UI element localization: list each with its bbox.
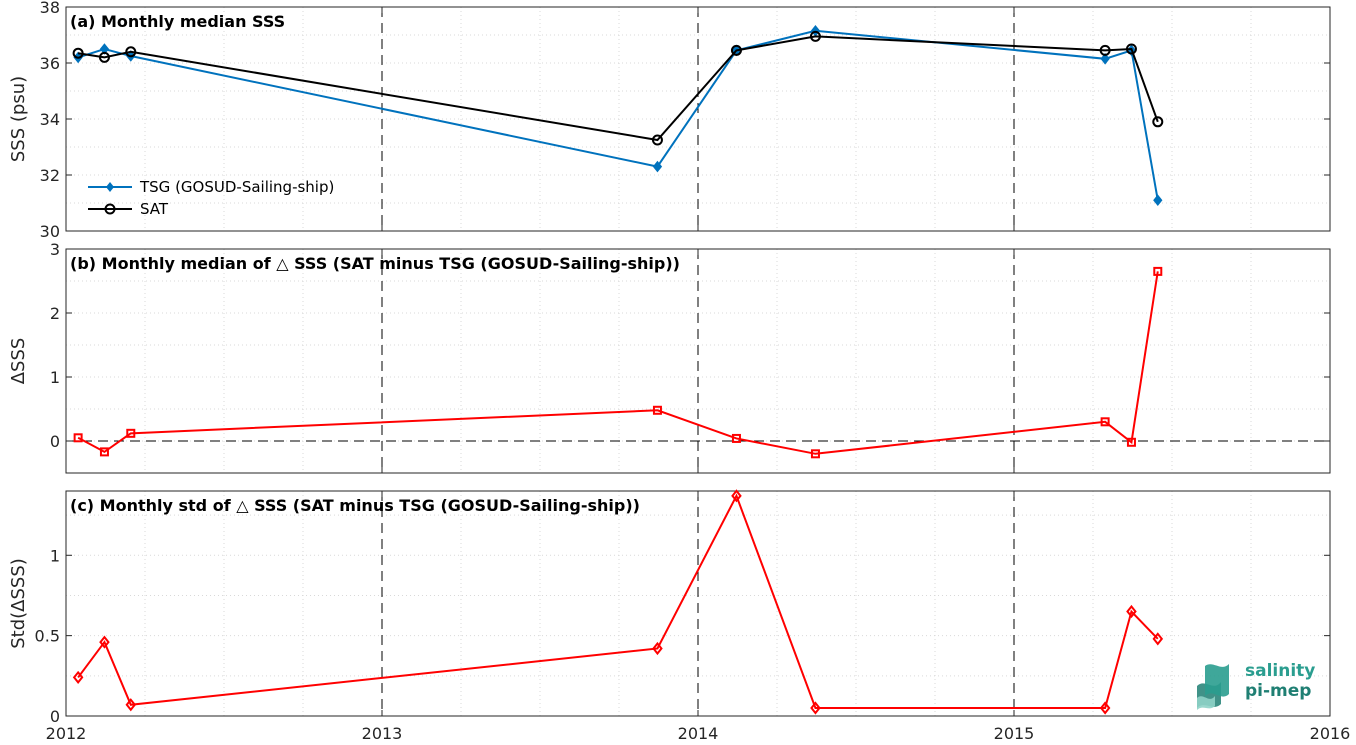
year-lines — [381, 7, 1015, 231]
y-axis-label: SSS (psu) — [8, 76, 29, 162]
data-point — [99, 43, 110, 55]
data-point — [1153, 266, 1163, 276]
logo-text-line1: salinity — [1245, 661, 1315, 681]
data-point — [1152, 116, 1164, 128]
x-tick-label: 2014 — [678, 724, 719, 743]
data-point — [810, 449, 820, 459]
x-tick-label: 2016 — [1310, 724, 1351, 743]
data-point — [652, 641, 663, 656]
data-point — [652, 160, 663, 173]
data-point — [125, 46, 137, 58]
legend-entry: TSG (GOSUD-Sailing-ship) — [139, 178, 334, 196]
year-lines — [381, 249, 1015, 473]
y-tick-label: 0 — [50, 432, 60, 451]
series-line — [77, 271, 1159, 455]
panel-b: 0 1 2 3 ΔSSS (b) Monthly median of △ SSS (SAT… — [8, 240, 1331, 474]
data-point — [731, 489, 742, 503]
y-tick-label: 3 — [50, 240, 60, 259]
data-point — [1153, 194, 1163, 207]
data-point — [1099, 44, 1111, 56]
data-point — [1099, 701, 1111, 715]
year-lines — [381, 491, 1015, 716]
panel-c: 0 0.5 1 Std(ΔSSS) (c) Monthly std of △ SSS (… — [8, 489, 1331, 726]
data-point — [1125, 43, 1137, 55]
data-point — [72, 670, 84, 685]
y-tick-label: 32 — [40, 166, 60, 185]
data-point — [125, 698, 137, 712]
series-c-0 — [72, 489, 1164, 715]
y-axis-label: ΔSSS — [8, 338, 29, 385]
data-point — [72, 47, 84, 59]
data-point — [1100, 417, 1110, 427]
y-tick-label: 1 — [50, 368, 60, 387]
y-tick-label: 30 — [40, 222, 60, 241]
data-point — [126, 428, 136, 438]
y-tick-label: 36 — [40, 54, 60, 73]
x-axis-tick-labels: 2012 2013 2014 2015 2016 — [46, 724, 1351, 743]
panel-a: 30 32 34 36 38 SSS (psu) (a) Monthly median SS… — [8, 0, 1331, 241]
y-axis-label: Std(ΔSSS) — [8, 558, 29, 649]
x-tick-label: 2015 — [994, 724, 1035, 743]
data-point — [98, 51, 110, 63]
salinity-pi-mep-logo: salinity pi-mep — [1197, 661, 1315, 710]
panel-title: (c) Monthly std of △ SSS (SAT minus TSG … — [70, 496, 640, 515]
data-point — [1152, 632, 1164, 646]
x-tick-label: 2012 — [46, 724, 87, 743]
data-point — [731, 433, 741, 443]
logo-text-line2: pi-mep — [1245, 681, 1311, 701]
panel-title: (b) Monthly median of △ SSS (SAT minus T… — [70, 254, 680, 273]
series-line — [77, 35, 1159, 142]
data-point — [809, 30, 821, 42]
data-point — [1126, 604, 1137, 619]
data-point — [99, 447, 109, 457]
y-tick-label: 34 — [40, 110, 60, 129]
series-b-0 — [73, 266, 1163, 459]
series-sat — [72, 30, 1164, 146]
panel-title: (a) Monthly median SSS — [70, 12, 285, 31]
legend: TSG (GOSUD-Sailing-ship) SAT — [88, 178, 334, 218]
data-point — [730, 44, 742, 56]
y-tick-label: 2 — [50, 304, 60, 323]
y-tick-label: 38 — [40, 0, 60, 17]
logo-wave-icon — [1197, 664, 1229, 710]
y-tick-label: 0.5 — [35, 627, 60, 646]
y-tick-label: 1 — [50, 546, 60, 565]
data-point — [652, 405, 662, 415]
data-point — [99, 635, 110, 649]
series-line — [77, 493, 1159, 709]
y-tick-label: 0 — [50, 707, 60, 726]
data-point — [651, 134, 663, 146]
data-point — [1126, 437, 1136, 447]
legend-entry: SAT — [140, 200, 169, 218]
data-point — [810, 701, 821, 715]
data-point — [73, 433, 83, 443]
x-tick-label: 2013 — [362, 724, 403, 743]
data-point — [1100, 52, 1110, 65]
